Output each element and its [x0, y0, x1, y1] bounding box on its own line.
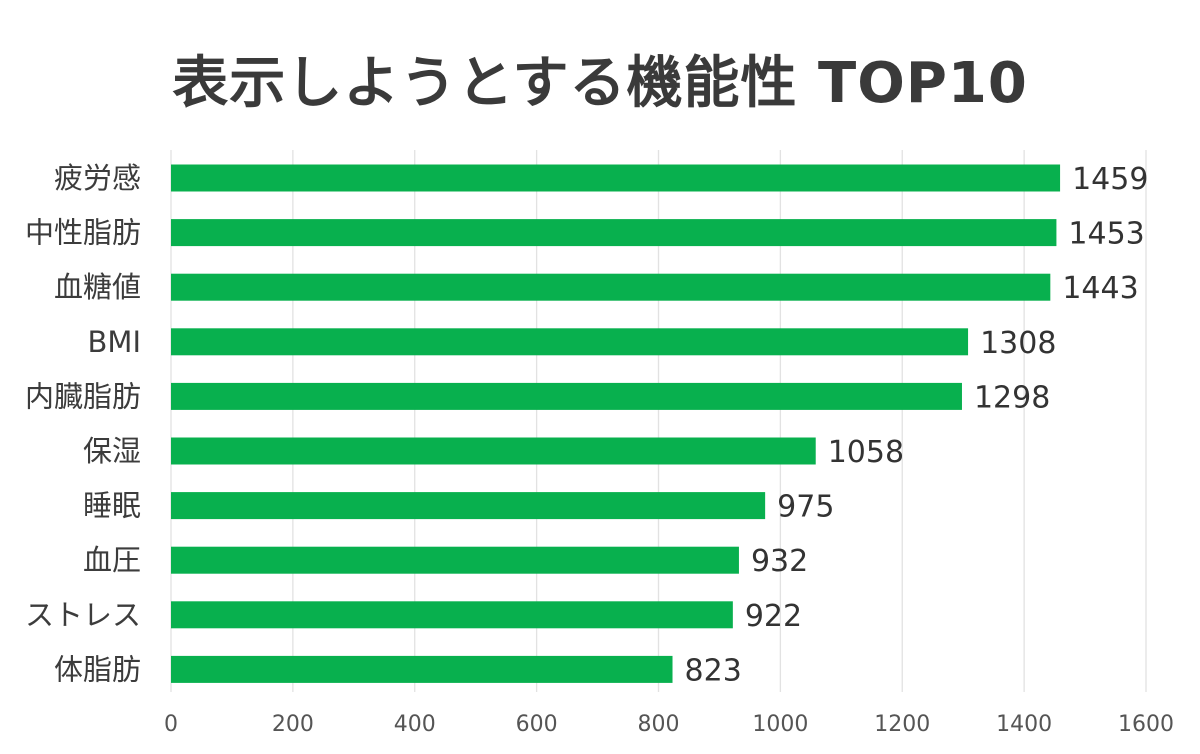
category-label: 血糖値 — [54, 270, 141, 304]
bar — [171, 328, 969, 356]
category-label: ストレス — [25, 598, 141, 632]
x-tick-label: 800 — [638, 712, 680, 737]
x-tick-label: 600 — [516, 712, 558, 737]
x-tick-label: 200 — [272, 712, 314, 737]
category-label: BMI — [88, 325, 141, 359]
category-label: 内臓脂肪 — [25, 379, 141, 413]
value-label: 1443 — [1062, 271, 1138, 306]
bar — [171, 437, 816, 465]
bar — [171, 273, 1051, 301]
value-label: 1453 — [1068, 217, 1144, 252]
bar — [171, 382, 962, 410]
bar — [171, 655, 673, 683]
category-label: 睡眠 — [83, 489, 141, 523]
x-tick-label: 1400 — [996, 712, 1052, 737]
x-tick-label: 0 — [164, 712, 178, 737]
category-label: 保湿 — [83, 434, 141, 468]
chart-title: 表示しようとする機能性 TOP10 — [172, 51, 1028, 116]
value-label: 823 — [685, 653, 742, 688]
value-label: 932 — [751, 544, 808, 579]
x-tick-label: 1600 — [1118, 712, 1174, 737]
bar — [171, 546, 739, 574]
bar — [171, 219, 1057, 247]
value-label: 1459 — [1072, 162, 1148, 197]
x-tick-label: 400 — [394, 712, 436, 737]
category-label: 血圧 — [83, 543, 141, 577]
bar — [171, 492, 766, 520]
category-label: 中性脂肪 — [25, 216, 141, 250]
value-label: 1298 — [974, 380, 1050, 415]
value-label: 975 — [777, 490, 834, 525]
category-label: 体脂肪 — [54, 652, 141, 686]
value-label: 922 — [745, 599, 802, 634]
bar — [171, 601, 733, 629]
value-label: 1058 — [828, 435, 904, 470]
category-label: 疲労感 — [54, 161, 141, 195]
bar — [171, 164, 1061, 192]
x-tick-label: 1000 — [752, 712, 808, 737]
x-tick-label: 1200 — [874, 712, 930, 737]
value-label: 1308 — [980, 326, 1056, 361]
